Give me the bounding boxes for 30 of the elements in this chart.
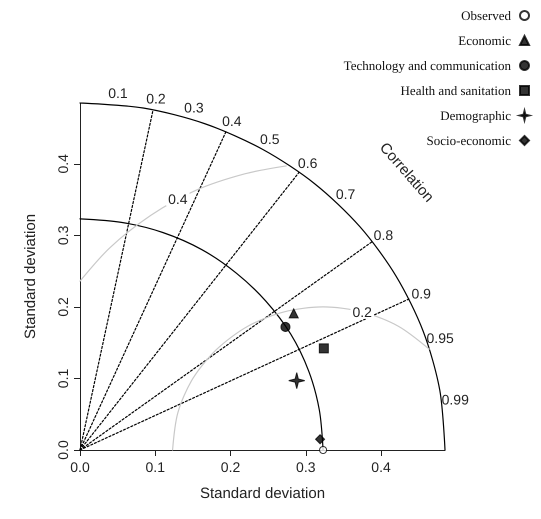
annotation: 0.99: [442, 391, 470, 408]
y-tick-label: 0.0: [55, 440, 71, 460]
legend-label: Health and sanitation: [400, 83, 512, 98]
annotation: 0.6: [298, 154, 318, 171]
annotation: 0.7: [336, 186, 356, 202]
y-tick-label: 0.3: [55, 225, 71, 246]
annotation: 0.3: [184, 100, 204, 116]
annotation: 0.8: [374, 226, 394, 243]
annotation: 0.4: [168, 190, 188, 207]
x-tick-label: 0.3: [296, 459, 316, 475]
x-tick-label: 0.4: [371, 459, 391, 475]
y-tick-label: 0.4: [55, 154, 71, 174]
x-axis-title: Standard deviation: [200, 485, 326, 502]
legend-label: Observed: [461, 8, 512, 23]
annotation: 0.9: [411, 286, 432, 302]
legend-label: Economic: [458, 33, 512, 48]
annotation: 0.4: [222, 113, 242, 130]
legend-label: Demographic: [440, 108, 512, 123]
x-tick-label: 0.0: [70, 459, 90, 475]
annotation: 0.2: [146, 90, 166, 106]
annotation: 0.5: [260, 131, 280, 148]
y-tick-label: 0.1: [55, 368, 71, 388]
legend-label: Technology and communication: [344, 58, 512, 73]
y-axis-title: Standard deviation: [22, 214, 39, 340]
annotation: 0.1: [108, 84, 128, 101]
y-tick-label: 0.2: [55, 296, 71, 317]
x-tick-label: 0.1: [146, 459, 166, 475]
x-tick-label: 0.2: [220, 459, 240, 475]
legend-label: Socio-economic: [426, 133, 512, 148]
annotation: 0.95: [426, 330, 454, 346]
